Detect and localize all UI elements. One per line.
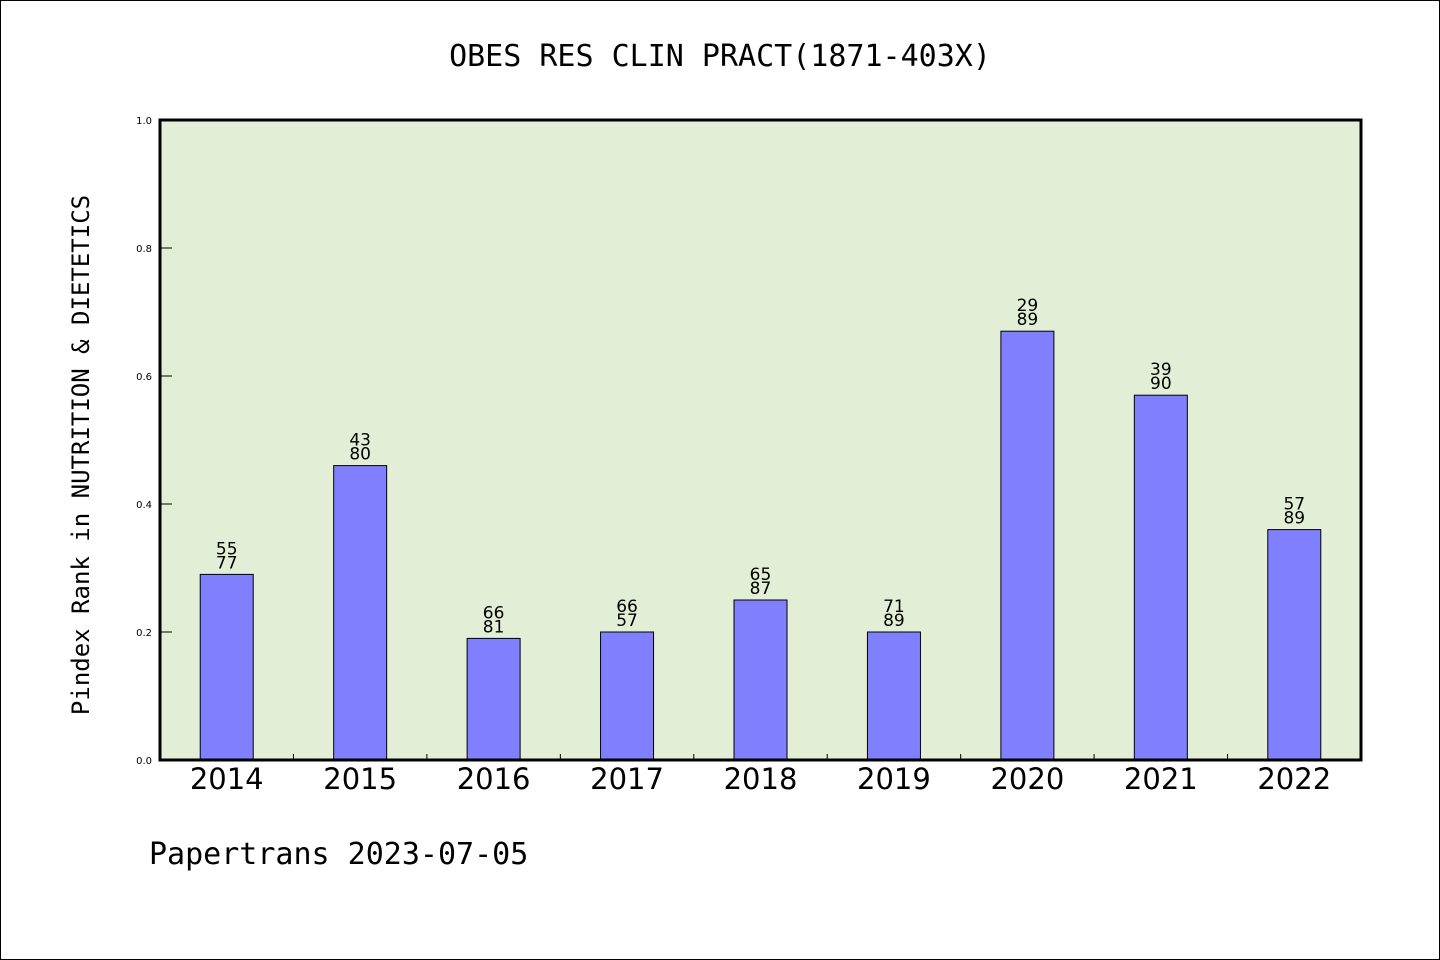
x-axis: 2014 2015 2016 2017 2018 2019 2020 2021 2022 (190, 754, 1331, 796)
x-tick-label: 2016 (457, 762, 531, 796)
bar-2015 (333, 465, 388, 761)
bar-label-total: 89 (1017, 310, 1039, 330)
bar-2021 (1133, 394, 1188, 761)
bar-label-total: 90 (1150, 374, 1172, 394)
bar-label-total: 89 (883, 611, 905, 631)
bar-2014 (199, 573, 254, 761)
bar-label-rank: 71 (883, 597, 905, 617)
plot-frame (158, 118, 1363, 762)
y-tick-label: 1.0 (136, 116, 152, 127)
bar-label-rank: 43 (349, 431, 371, 451)
bar-2019 (866, 631, 921, 761)
bar-2022 (1267, 529, 1322, 761)
bar-label-total: 80 (349, 445, 371, 465)
bar-label-rank: 39 (1150, 360, 1172, 380)
bar-2017 (600, 631, 655, 761)
bar-2020 (1000, 330, 1055, 761)
bar-label-total: 77 (216, 553, 238, 573)
bar-label-total: 89 (1283, 509, 1305, 529)
y-axis: 0.0 0.2 0.4 0.6 0.8 1.0 (136, 116, 172, 767)
y-tick-label: 0.8 (136, 244, 152, 255)
x-tick-label: 2022 (1257, 762, 1331, 796)
x-tick-label: 2015 (323, 762, 397, 796)
bars (199, 330, 1322, 761)
x-tick-label: 2021 (1124, 762, 1198, 796)
bar-label-rank: 29 (1017, 296, 1039, 316)
bar-label-rank: 57 (1283, 495, 1305, 515)
chart-title: OBES RES CLIN PRACT(1871-403X) (449, 39, 991, 74)
x-tick-label: 2017 (590, 762, 664, 796)
bar-label-rank: 66 (616, 597, 638, 617)
y-tick-label: 0.6 (136, 372, 152, 383)
y-tick-label: 0.4 (136, 500, 152, 511)
y-tick-label: 0.2 (136, 628, 152, 639)
x-tick-label: 2020 (990, 762, 1064, 796)
bar-label-total: 57 (616, 611, 638, 631)
bar-label-total: 87 (750, 579, 772, 599)
x-tick-label: 2014 (190, 762, 264, 796)
bar-2016 (466, 637, 521, 761)
y-axis-label: Pindex Rank in NUTRITION & DIETETICS (67, 195, 95, 715)
bar-label-rank: 55 (216, 539, 238, 559)
bar-label-total: 81 (483, 617, 505, 637)
y-tick-label: 0.0 (136, 756, 152, 767)
x-tick-label: 2018 (724, 762, 798, 796)
bar-label-rank: 66 (483, 603, 505, 623)
footer-credit: Papertrans 2023-07-05 (149, 837, 528, 872)
bar-2018 (733, 599, 788, 761)
bar-label-rank: 65 (750, 565, 772, 585)
x-tick-label: 2019 (857, 762, 931, 796)
